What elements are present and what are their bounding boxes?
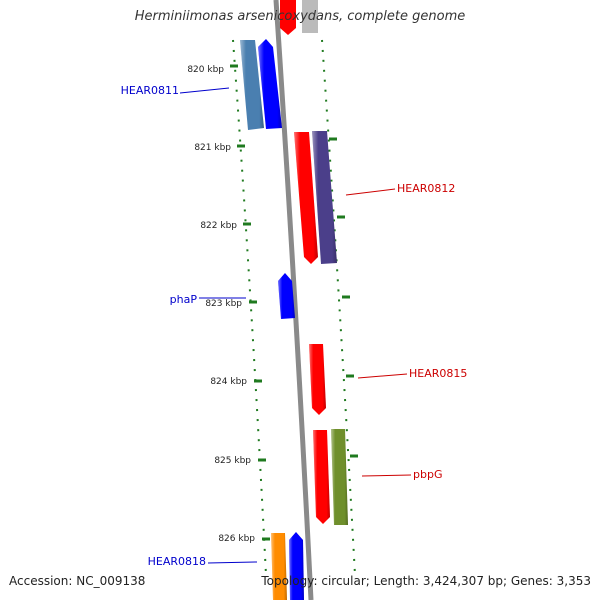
tick-label: 825 kbp xyxy=(214,456,251,466)
tick-label: 822 kbp xyxy=(200,221,237,231)
gene-label-phap[interactable]: phaP xyxy=(170,293,198,306)
tick-label: 826 kbp xyxy=(218,534,255,544)
gene-label-hear0815[interactable]: HEAR0815 xyxy=(409,367,467,380)
leader-line xyxy=(361,474,412,477)
gene-feature[interactable] xyxy=(302,0,318,33)
ruler-outer-ticks xyxy=(329,137,358,458)
leader-line xyxy=(357,373,408,379)
tick-label: 823 kbp xyxy=(205,299,242,309)
leader-line xyxy=(179,87,230,94)
genome-stats-text: Topology: circular; Length: 3,424,307 bp… xyxy=(261,574,591,588)
gene-feature[interactable] xyxy=(280,0,296,35)
map-title: Herminiimonas arsenicoxydans, complete g… xyxy=(134,9,466,24)
gene-label-hear0818[interactable]: HEAR0818 xyxy=(148,555,206,568)
leader-line xyxy=(345,188,396,196)
leader-line xyxy=(207,561,258,564)
tick-label: 821 kbp xyxy=(194,143,231,153)
label-leaders xyxy=(179,87,412,564)
ruler-inner-dots xyxy=(232,39,267,576)
genome-backbone xyxy=(273,0,314,600)
ruler-outer-dots xyxy=(321,39,356,576)
accession-text: Accession: NC_009138 xyxy=(9,574,146,588)
ruler-inner-ticks xyxy=(230,64,270,541)
gene-label-hear0811[interactable]: HEAR0811 xyxy=(121,84,179,97)
gene-label-pbpg[interactable]: pbpG xyxy=(413,468,442,481)
gene-label-hear0812[interactable]: HEAR0812 xyxy=(397,182,455,195)
tick-label: 820 kbp xyxy=(187,65,224,75)
gene-features xyxy=(240,0,348,600)
tick-label: 824 kbp xyxy=(210,377,247,387)
